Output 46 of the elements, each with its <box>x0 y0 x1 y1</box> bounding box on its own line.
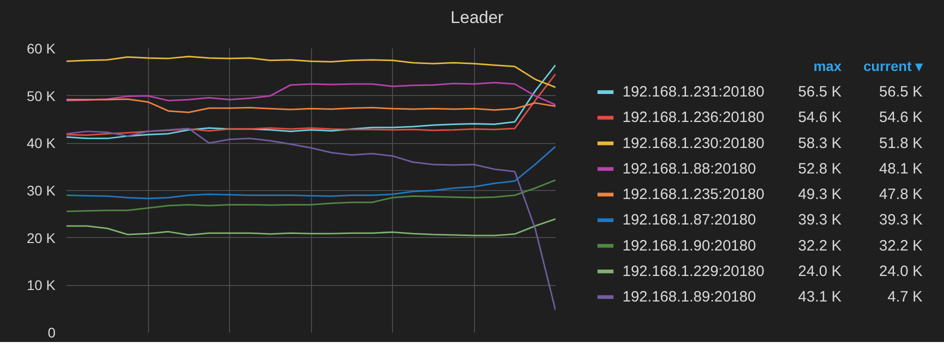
line-series <box>66 98 556 114</box>
legend-label: 192.168.1.229:20180 <box>622 262 764 280</box>
legend-label: 192.168.1.88:20180 <box>622 160 756 178</box>
text: 39.3 K <box>879 212 923 229</box>
y-tick-label: 40 K <box>26 135 56 152</box>
legend-label: 192.168.1.89:20180 <box>622 288 756 306</box>
y-tick-label: 10 K <box>26 277 56 294</box>
text: 47.8 K <box>879 186 923 204</box>
line-series <box>66 56 556 88</box>
text: 54.6 K <box>879 109 923 126</box>
line-series <box>66 73 556 136</box>
line-series <box>66 64 556 140</box>
line-series <box>66 179 556 212</box>
text: 4.7 K <box>887 288 923 306</box>
legend-label: 192.168.1.235:20180 <box>622 186 764 204</box>
text: 54.6 K <box>798 109 842 126</box>
legend-label: 192.168.1.90:20180 <box>622 237 756 254</box>
text: 32.2 K <box>798 237 842 254</box>
text: 51.8 K <box>879 134 923 152</box>
legend-label: 192.168.1.230:20180 <box>622 134 764 152</box>
text: 56.5 K <box>879 84 923 101</box>
line-series <box>66 218 556 236</box>
y-tick-label: 20 K <box>26 230 56 246</box>
text: current ▾ <box>863 58 924 74</box>
legend-label: 192.168.1.87:20180 <box>622 212 756 229</box>
line-series <box>66 146 556 200</box>
chart-title: Leader <box>450 7 504 29</box>
text: 24.0 K <box>798 262 842 280</box>
legend-label: 192.168.1.231:20180 <box>622 84 764 101</box>
line-series <box>66 128 556 312</box>
y-tick-label: 60 K <box>26 40 56 56</box>
text: 49.3 K <box>798 186 842 204</box>
text: 48.1 K <box>879 160 923 178</box>
text: 39.3 K <box>798 212 842 229</box>
text: 58.3 K <box>798 134 842 152</box>
text: 32.2 K <box>879 237 923 254</box>
text: 24.0 K <box>879 262 923 280</box>
line-series <box>66 82 556 106</box>
legend-label: 192.168.1.236:20180 <box>622 109 764 126</box>
text: 56.5 K <box>798 84 842 101</box>
y-tick-label: 30 K <box>26 182 56 198</box>
text: max <box>813 58 842 74</box>
text: 52.8 K <box>798 160 842 178</box>
y-tick-label: 0 <box>48 324 56 340</box>
y-tick-label: 50 K <box>26 88 56 104</box>
text: 43.1 K <box>798 288 842 306</box>
